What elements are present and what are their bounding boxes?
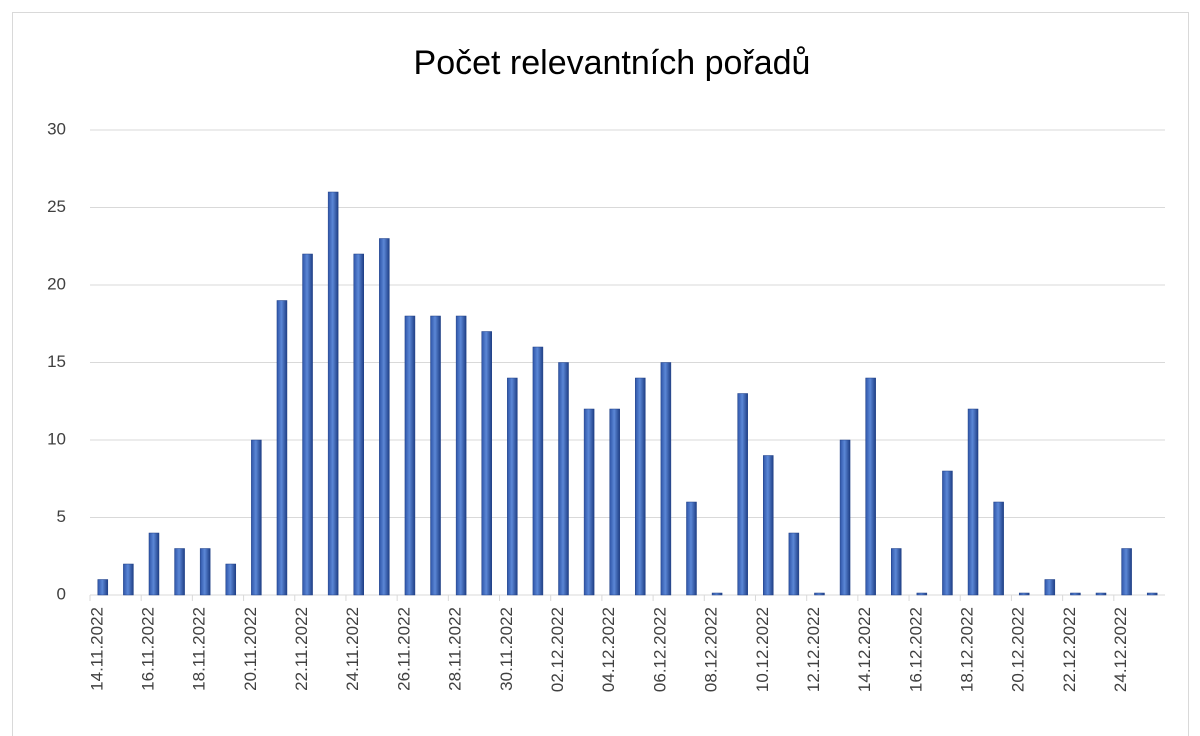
bar — [635, 377, 646, 596]
x-tick-label: 22.12.2022 — [1060, 607, 1079, 692]
x-tick-label: 12.12.2022 — [804, 607, 823, 692]
bar — [865, 377, 876, 596]
bar — [993, 501, 1004, 596]
bar — [686, 501, 697, 596]
x-tick-label: 30.11.2022 — [497, 607, 516, 691]
bar — [1070, 592, 1081, 596]
bar — [430, 315, 441, 596]
bar — [711, 592, 723, 596]
x-tick-label: 06.12.2022 — [650, 607, 669, 692]
bar — [788, 532, 800, 596]
bar — [225, 563, 237, 596]
bar — [507, 377, 518, 596]
x-tick-label: 20.12.2022 — [1009, 607, 1028, 692]
bar — [737, 393, 748, 596]
bar — [148, 532, 160, 596]
x-tick-label: 16.12.2022 — [906, 607, 925, 692]
x-tick-label: 26.11.2022 — [394, 607, 413, 691]
bar — [123, 563, 134, 596]
bar — [532, 346, 544, 596]
bar — [302, 253, 313, 596]
y-tick-label: 0 — [57, 584, 66, 603]
bar — [839, 439, 851, 596]
bar — [481, 331, 492, 596]
bar — [276, 300, 288, 596]
y-tick-label: 15 — [47, 352, 66, 371]
x-tick-label: 02.12.2022 — [548, 607, 567, 692]
bar — [1146, 592, 1158, 596]
y-tick-label: 5 — [57, 507, 66, 526]
y-tick-label: 30 — [47, 119, 66, 138]
x-tick-label: 16.11.2022 — [138, 607, 157, 691]
x-tick-label: 28.11.2022 — [446, 607, 465, 691]
bar — [763, 455, 774, 596]
x-tick-label: 20.11.2022 — [241, 607, 260, 691]
x-tick-label: 22.11.2022 — [292, 607, 311, 691]
x-tick-label: 08.12.2022 — [702, 607, 721, 692]
bar — [1095, 592, 1107, 596]
bar — [174, 548, 185, 596]
bar — [251, 439, 262, 596]
bar — [891, 548, 902, 596]
x-tick-label: 24.12.2022 — [1111, 607, 1130, 692]
x-tick-label: 04.12.2022 — [599, 607, 618, 692]
bar — [327, 191, 339, 596]
y-tick-label: 10 — [47, 429, 66, 448]
x-tick-label: 18.11.2022 — [190, 607, 209, 691]
bar — [916, 592, 928, 596]
bar — [1044, 579, 1056, 596]
bar — [942, 470, 953, 596]
x-tick-label: 14.11.2022 — [87, 607, 106, 691]
x-tick-label: 14.12.2022 — [855, 607, 874, 692]
x-tick-label: 24.11.2022 — [343, 607, 362, 691]
x-tick-label: 10.12.2022 — [753, 607, 772, 692]
bar — [558, 362, 569, 596]
bar — [814, 592, 825, 596]
chart-title: Počet relevantních pořadů — [414, 44, 811, 82]
bar — [97, 579, 109, 596]
x-tick-label: 18.12.2022 — [958, 607, 977, 692]
bar — [455, 315, 467, 596]
chart-frame — [12, 12, 1189, 736]
y-tick-label: 25 — [47, 197, 66, 216]
bar — [1121, 548, 1132, 596]
bar — [660, 362, 672, 596]
bar — [404, 315, 416, 596]
bar — [353, 253, 364, 596]
bar — [609, 408, 620, 596]
y-tick-label: 20 — [47, 274, 66, 293]
bar — [199, 548, 211, 596]
bar — [583, 408, 595, 596]
bar — [967, 408, 979, 596]
bar — [1018, 592, 1030, 596]
bar — [379, 238, 390, 596]
